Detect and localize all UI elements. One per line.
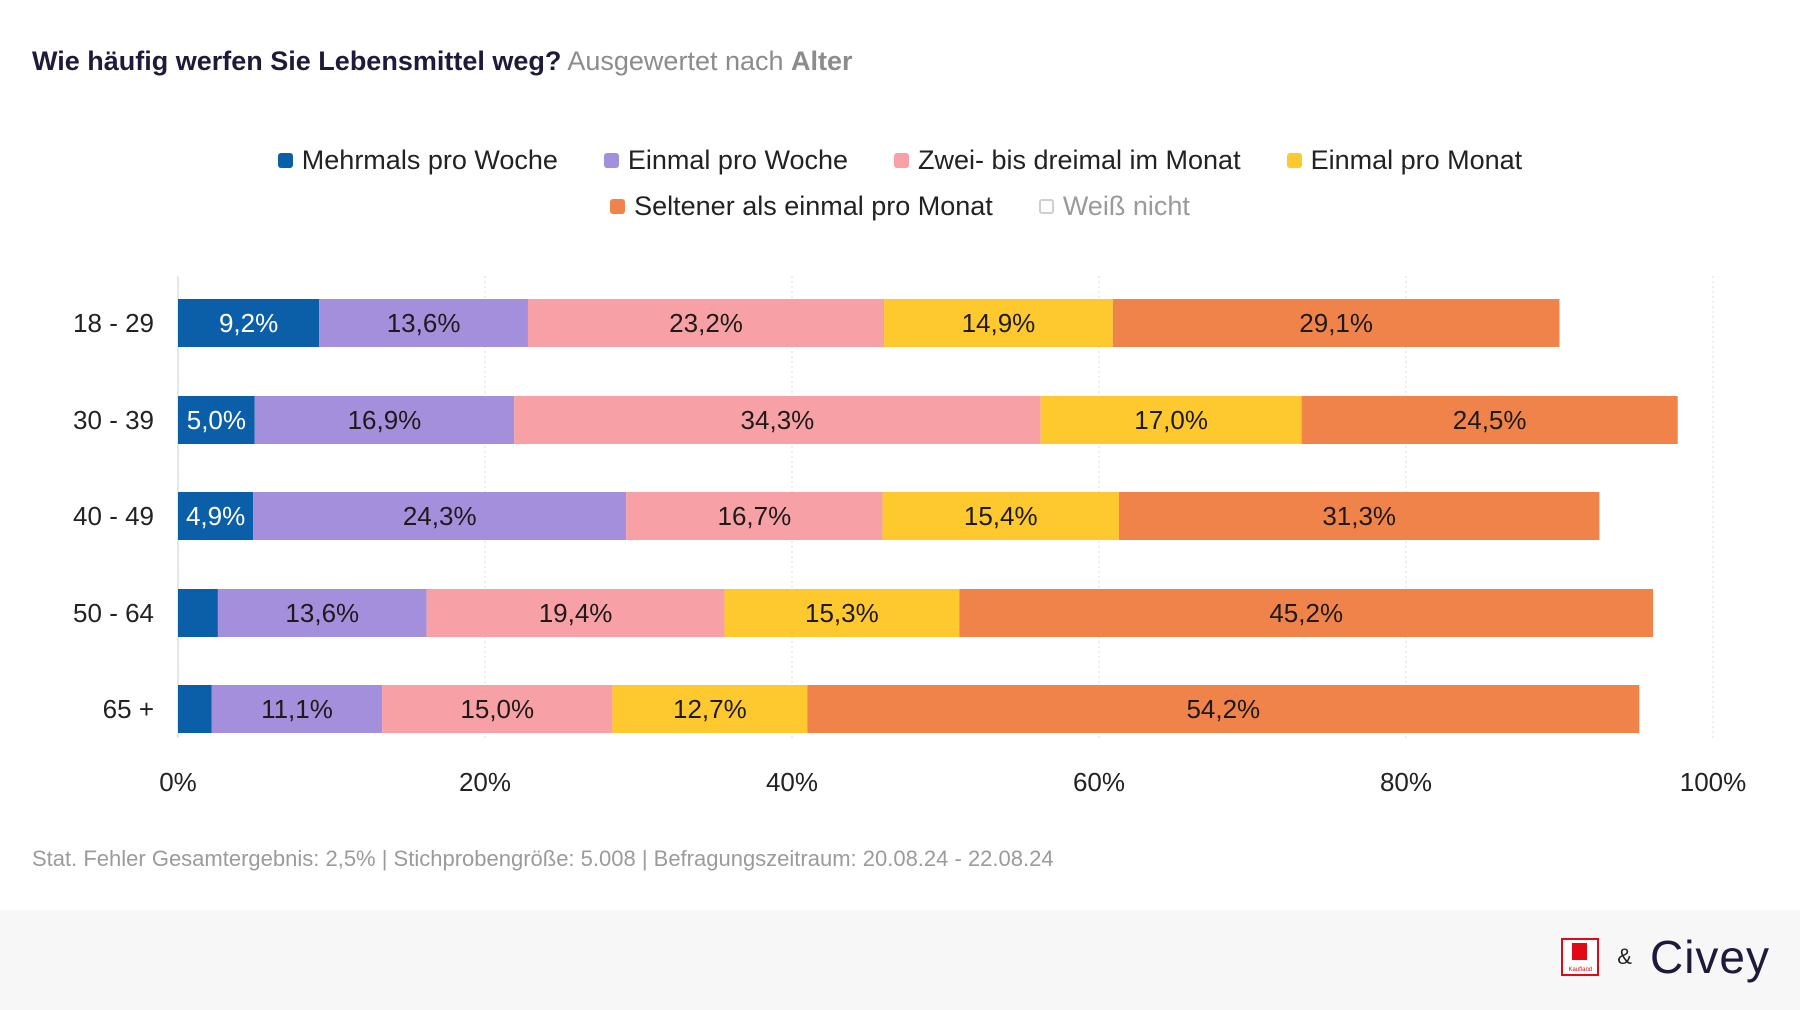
x-tick-label: 0% (159, 767, 197, 797)
legend-label-seltener: Seltener als einmal pro Monat (634, 191, 993, 221)
data-label: 16,7% (718, 501, 792, 531)
bar-segment (1040, 396, 1302, 444)
brand-ampersand: & (1617, 944, 1632, 969)
footer-band (0, 910, 1800, 1010)
title-question: Wie häufig werfen Sie Lebensmittel weg? (32, 46, 562, 76)
data-label: 13,6% (285, 598, 359, 628)
x-tick-label: 40% (766, 767, 818, 797)
legend-item-seltener[interactable]: Seltener als einmal pro Monat (610, 191, 993, 222)
legend-swatch-zwei-drei (894, 153, 909, 168)
category-label: 65 + (103, 694, 154, 724)
x-tick-label: 20% (459, 767, 511, 797)
data-label: 4,9% (186, 501, 245, 531)
kaufland-wordmark: Kaufland (1568, 967, 1593, 973)
bar-segment (514, 396, 1041, 444)
legend-row-2: Seltener als einmal pro Monat Weiß nicht (0, 191, 1800, 222)
legend-swatch-weiss-nicht (1038, 199, 1054, 214)
data-label: 9,2% (219, 308, 278, 338)
data-label: 14,9% (962, 308, 1036, 338)
stacked-bar-chart: 0% 20% 40% 60% 80% 100% 18 - 29 9,2% 13,6% 23,2% 1… (73, 276, 1747, 797)
title-sub-prefix: Ausgewertet nach (567, 46, 784, 76)
legend-row-1: Mehrmals pro Woche Einmal pro Woche Zwei… (0, 145, 1800, 176)
bar-segment (882, 492, 1119, 540)
legend-swatch-mehrmals (277, 153, 293, 168)
kaufland-k-icon (1572, 943, 1588, 960)
data-label: 29,1% (1299, 308, 1373, 338)
data-label: 11,1% (261, 694, 333, 724)
chart-title: Wie häufig werfen Sie Lebensmittel weg? … (32, 46, 853, 77)
category-label: 50 - 64 (73, 598, 154, 628)
bar-segment (1301, 396, 1678, 444)
legend-swatch-seltener (610, 199, 626, 214)
bar-segment (178, 492, 254, 540)
data-label: 34,3% (741, 405, 815, 435)
data-label: 5,0% (187, 405, 246, 435)
bar-segment (1112, 299, 1560, 347)
data-label: 19,4% (539, 598, 613, 628)
bar-segment (527, 299, 885, 347)
legend-label-weiss-nicht: Weiß nicht (1062, 191, 1190, 221)
legend-item-einmal-monat[interactable]: Einmal pro Monat (1286, 145, 1523, 176)
footnote: Stat. Fehler Gesamtergebnis: 2,5% | Stic… (32, 846, 1054, 871)
legend-swatch-einmal-woche (603, 153, 619, 168)
legend-item-mehrmals[interactable]: Mehrmals pro Woche (277, 145, 558, 176)
data-label: 17,0% (1134, 405, 1208, 435)
bar-segment (612, 685, 808, 733)
bar-segment (253, 492, 627, 540)
data-label: 15,0% (460, 694, 534, 724)
kaufland-logo: Kaufland (1561, 938, 1600, 976)
data-label: 13,6% (387, 308, 461, 338)
bar-segment (1118, 492, 1600, 540)
category-label: 40 - 49 (73, 501, 154, 531)
bar-segment (217, 589, 427, 637)
legend-item-zwei-drei[interactable]: Zwei- bis dreimal im Monat (894, 145, 1241, 176)
data-label: 24,5% (1453, 405, 1527, 435)
category-label: 18 - 29 (73, 308, 154, 338)
bar-segment (959, 589, 1654, 637)
x-tick-label: 80% (1380, 767, 1432, 797)
data-label: 16,9% (348, 405, 422, 435)
data-label: 31,3% (1322, 501, 1396, 531)
data-label: 15,3% (805, 598, 879, 628)
data-label: 54,2% (1186, 694, 1260, 724)
legend-label-einmal-woche: Einmal pro Woche (627, 145, 848, 175)
bar-segment (884, 299, 1113, 347)
x-tick-label: 60% (1073, 767, 1125, 797)
data-label: 12,7% (673, 694, 747, 724)
brand-area: Kaufland & Civey (1561, 930, 1770, 984)
bar-segment (178, 589, 218, 637)
legend-swatch-einmal-monat (1286, 153, 1302, 168)
bar-segment (178, 685, 212, 733)
data-label: 23,2% (669, 308, 743, 338)
bar-segment (724, 589, 960, 637)
data-label: 24,3% (403, 501, 477, 531)
bar-segment (178, 299, 320, 347)
legend-label-einmal-monat: Einmal pro Monat (1310, 145, 1523, 175)
legend-label-zwei-drei: Zwei- bis dreimal im Monat (918, 145, 1241, 175)
category-label: 30 - 39 (73, 405, 154, 435)
data-label: 45,2% (1269, 598, 1343, 628)
bar-segment (254, 396, 515, 444)
bar-segment (382, 685, 613, 733)
civey-logo: Civey (1649, 931, 1770, 983)
bar-segment (807, 685, 1640, 733)
bar-segment (626, 492, 883, 540)
data-label: 15,4% (964, 501, 1038, 531)
bar-segment (319, 299, 528, 347)
x-tick-label: 100% (1680, 767, 1747, 797)
legend-label-mehrmals: Mehrmals pro Woche (301, 145, 558, 175)
bar-segment (178, 396, 255, 444)
bar-segment (426, 589, 725, 637)
bar-segment (211, 685, 383, 733)
title-sub-dimension: Alter (791, 46, 853, 76)
legend-item-einmal-woche[interactable]: Einmal pro Woche (603, 145, 848, 176)
legend-item-weiss-nicht[interactable]: Weiß nicht (1038, 191, 1190, 222)
